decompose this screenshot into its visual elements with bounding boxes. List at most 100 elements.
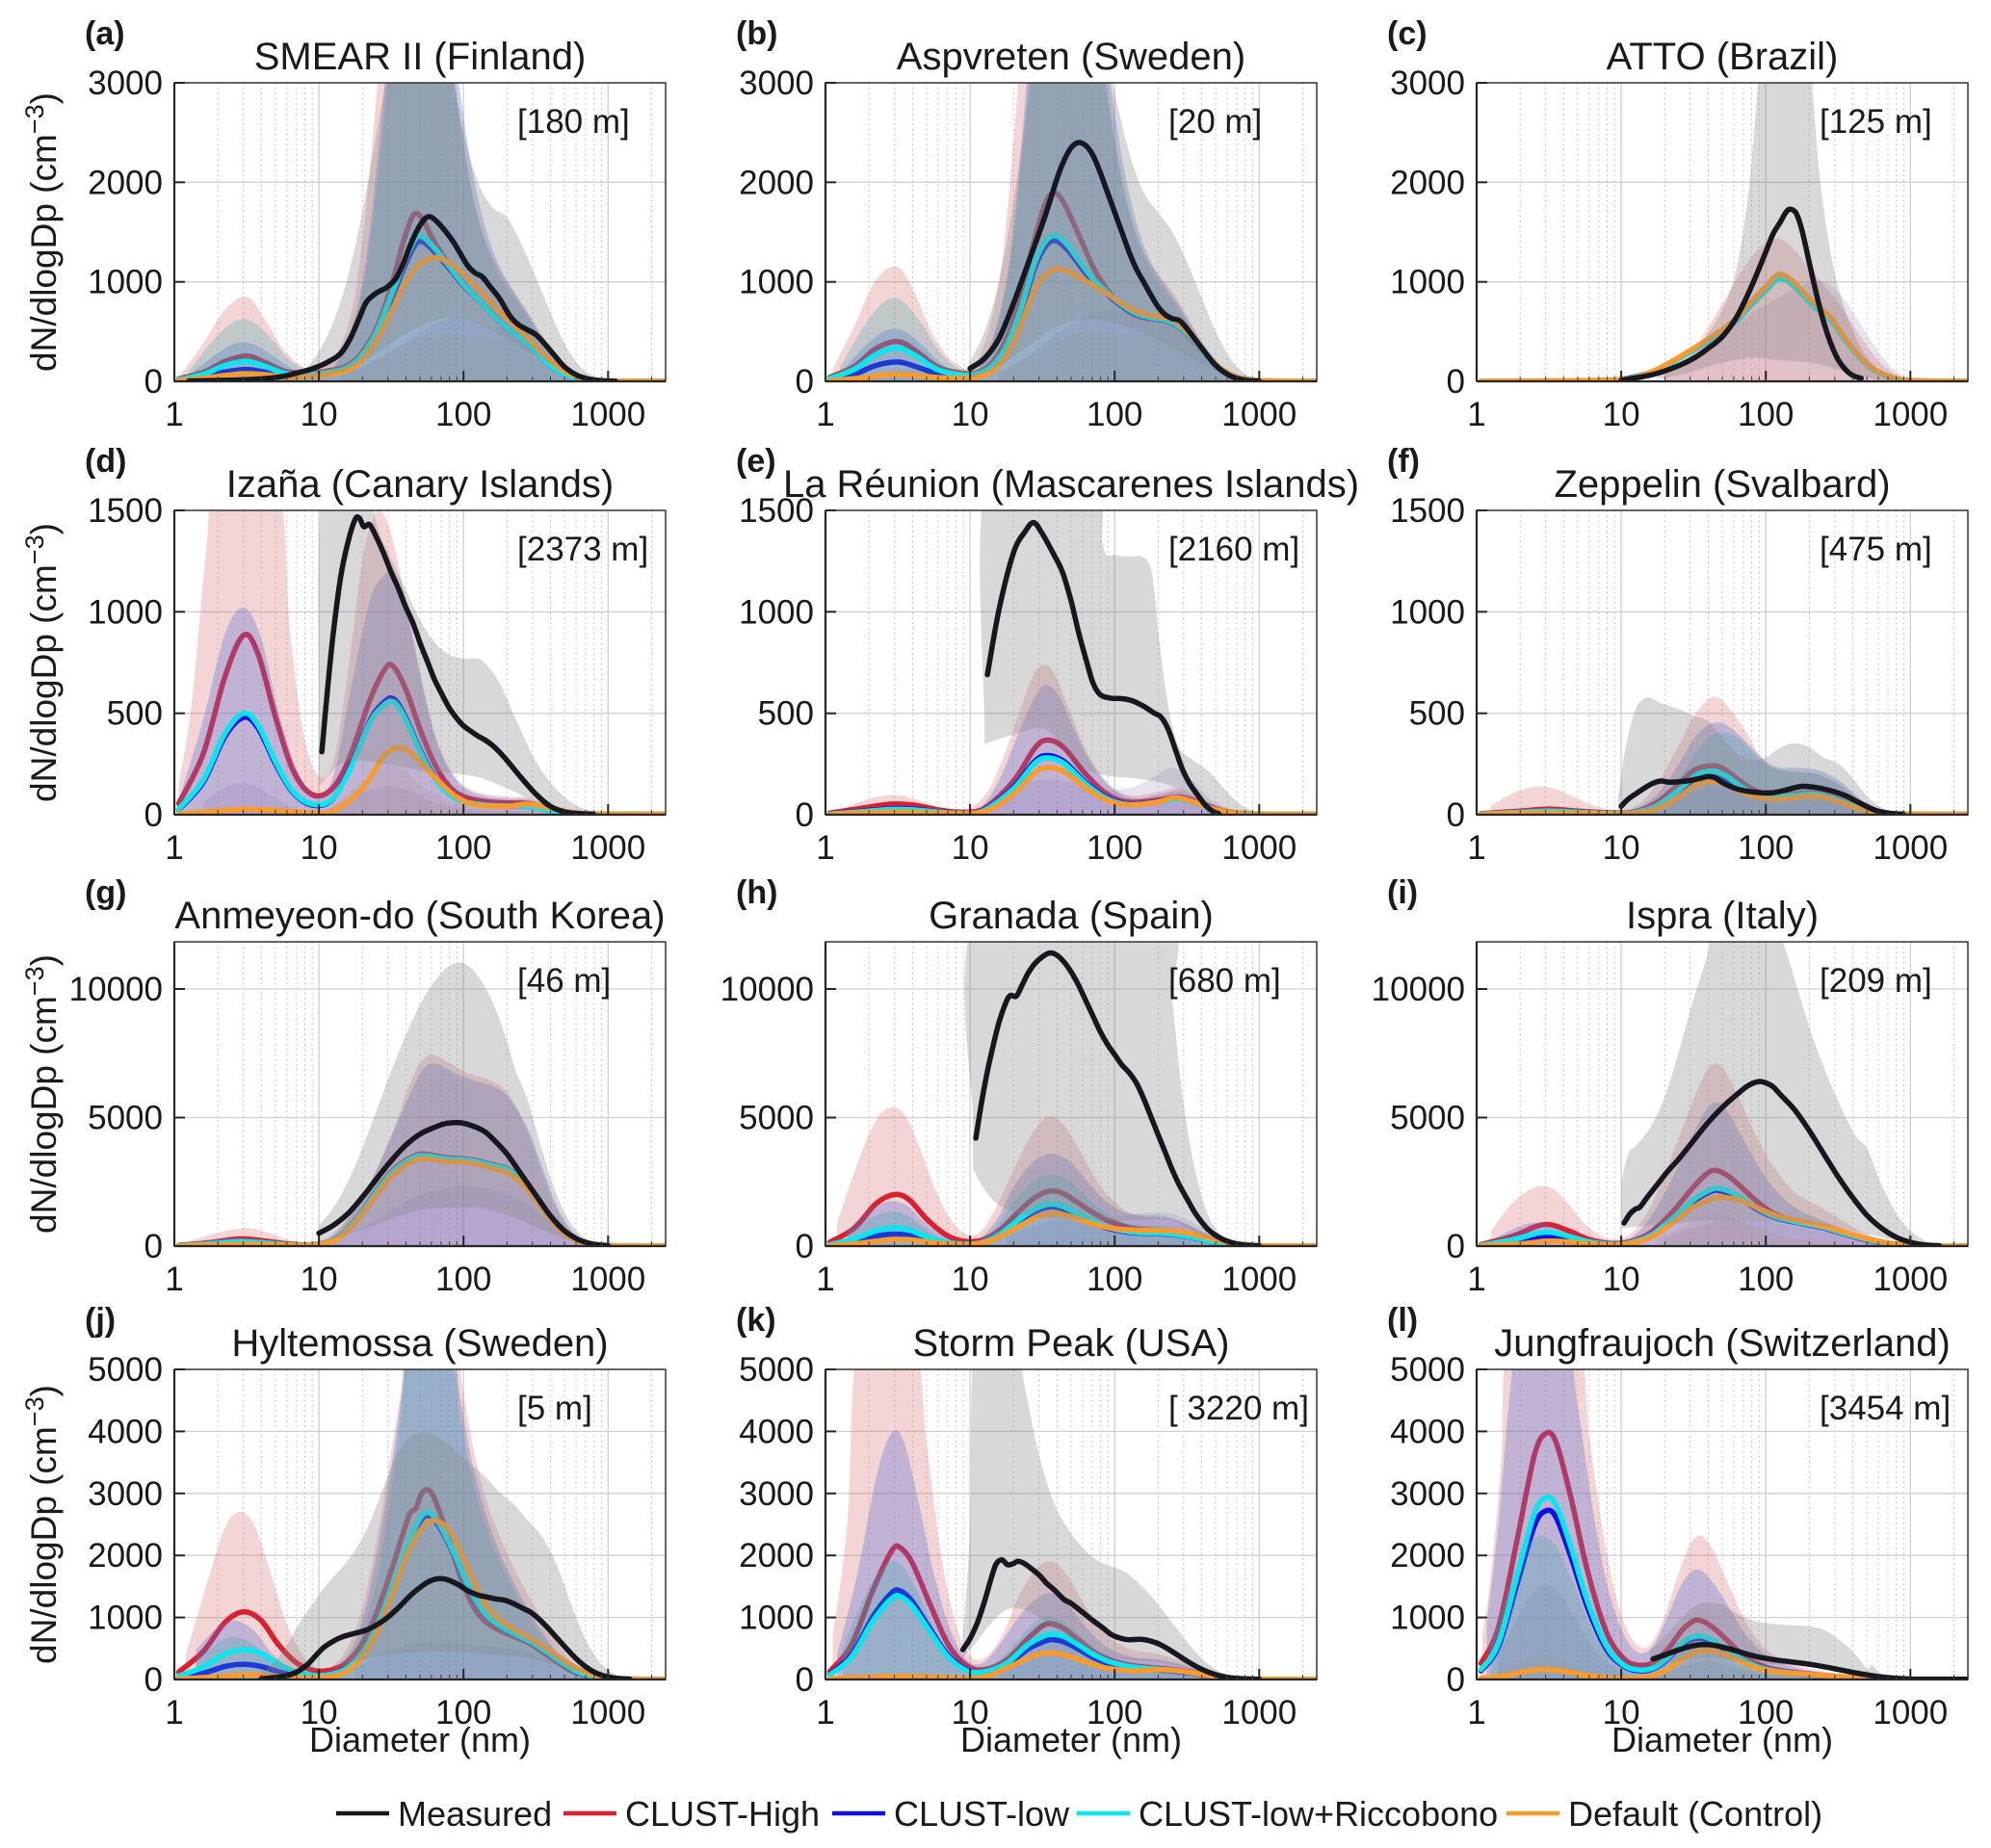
svg-text:1: 1 bbox=[1467, 1261, 1485, 1298]
svg-text:(a): (a) bbox=[85, 15, 125, 52]
svg-text:100: 100 bbox=[1087, 1694, 1142, 1731]
svg-text:10: 10 bbox=[1603, 1694, 1640, 1731]
svg-text:1500: 1500 bbox=[88, 492, 163, 530]
svg-text:100: 100 bbox=[435, 396, 491, 433]
svg-text:1000: 1000 bbox=[88, 593, 163, 631]
svg-text:1000: 1000 bbox=[88, 264, 163, 301]
svg-text:1500: 1500 bbox=[1390, 492, 1465, 530]
svg-text:2000: 2000 bbox=[1390, 1537, 1465, 1575]
svg-text:La Réunion (Mascarenes Islands: La Réunion (Mascarenes Islands) bbox=[783, 463, 1359, 506]
svg-text:1000: 1000 bbox=[1390, 1600, 1465, 1637]
svg-text:CLUST-High: CLUST-High bbox=[625, 1794, 820, 1834]
svg-text:100: 100 bbox=[1738, 829, 1794, 867]
svg-text:[20 m]: [20 m] bbox=[1168, 103, 1262, 141]
svg-text:SMEAR II (Finland): SMEAR II (Finland) bbox=[254, 36, 587, 78]
svg-text:1000: 1000 bbox=[88, 1600, 163, 1637]
svg-text:0: 0 bbox=[144, 1661, 163, 1699]
svg-text:[680 m]: [680 m] bbox=[1168, 962, 1281, 1000]
svg-text:4000: 4000 bbox=[739, 1413, 814, 1450]
svg-text:500: 500 bbox=[758, 695, 814, 733]
svg-text:(g): (g) bbox=[85, 874, 126, 911]
svg-text:4000: 4000 bbox=[1390, 1413, 1465, 1450]
svg-text:0: 0 bbox=[144, 363, 163, 401]
svg-text:1: 1 bbox=[1467, 396, 1485, 433]
svg-text:dN/dlogDp (cm−3): dN/dlogDp (cm−3) bbox=[20, 523, 64, 802]
svg-text:1500: 1500 bbox=[739, 492, 814, 530]
svg-text:dN/dlogDp (cm−3): dN/dlogDp (cm−3) bbox=[20, 92, 64, 372]
svg-text:100: 100 bbox=[1738, 1261, 1794, 1298]
svg-text:10: 10 bbox=[301, 1694, 338, 1731]
svg-text:[475 m]: [475 m] bbox=[1820, 531, 1932, 568]
svg-text:0: 0 bbox=[796, 363, 814, 401]
svg-text:4000: 4000 bbox=[88, 1413, 163, 1450]
svg-text:0: 0 bbox=[1447, 363, 1465, 401]
svg-text:1: 1 bbox=[816, 829, 834, 867]
svg-text:10: 10 bbox=[1603, 1261, 1640, 1298]
svg-text:5000: 5000 bbox=[88, 1100, 163, 1137]
svg-text:[209 m]: [209 m] bbox=[1820, 962, 1932, 1000]
svg-text:(e): (e) bbox=[736, 443, 776, 480]
svg-text:5000: 5000 bbox=[739, 1351, 814, 1389]
svg-text:10: 10 bbox=[1603, 396, 1640, 433]
svg-text:10: 10 bbox=[301, 1261, 338, 1298]
svg-text:5000: 5000 bbox=[88, 1351, 163, 1389]
svg-text:(j): (j) bbox=[85, 1302, 116, 1339]
svg-text:Izaña (Canary Islands): Izaña (Canary Islands) bbox=[226, 463, 614, 506]
svg-text:100: 100 bbox=[1087, 829, 1142, 867]
svg-text:1: 1 bbox=[816, 1694, 834, 1731]
svg-text:3000: 3000 bbox=[1390, 65, 1465, 102]
svg-text:3000: 3000 bbox=[88, 1475, 163, 1513]
svg-text:0: 0 bbox=[1447, 796, 1465, 834]
svg-text:5000: 5000 bbox=[1390, 1100, 1465, 1137]
svg-text:Zeppelin (Svalbard): Zeppelin (Svalbard) bbox=[1554, 463, 1890, 506]
svg-text:1: 1 bbox=[165, 829, 183, 867]
svg-text:[180 m]: [180 m] bbox=[517, 103, 630, 141]
svg-text:0: 0 bbox=[1447, 1228, 1465, 1265]
svg-text:10000: 10000 bbox=[1372, 971, 1465, 1008]
svg-text:0: 0 bbox=[144, 1228, 163, 1265]
svg-text:[46 m]: [46 m] bbox=[517, 962, 611, 1000]
svg-text:Jungfraujoch (Switzerland): Jungfraujoch (Switzerland) bbox=[1494, 1322, 1951, 1365]
svg-text:5000: 5000 bbox=[739, 1100, 814, 1137]
svg-text:1000: 1000 bbox=[739, 593, 814, 631]
svg-text:1000: 1000 bbox=[1873, 396, 1948, 433]
svg-text:10: 10 bbox=[301, 396, 338, 433]
svg-text:3000: 3000 bbox=[1390, 1475, 1465, 1513]
svg-text:1000: 1000 bbox=[1221, 1261, 1297, 1298]
svg-text:1: 1 bbox=[165, 1261, 183, 1298]
svg-text:0: 0 bbox=[144, 796, 163, 834]
svg-text:1: 1 bbox=[1467, 829, 1485, 867]
svg-text:ATTO (Brazil): ATTO (Brazil) bbox=[1607, 36, 1839, 78]
svg-text:10000: 10000 bbox=[69, 971, 163, 1008]
svg-text:1: 1 bbox=[165, 1694, 183, 1731]
svg-text:Hyltemossa (Sweden): Hyltemossa (Sweden) bbox=[231, 1322, 608, 1365]
svg-text:100: 100 bbox=[1087, 396, 1142, 433]
svg-text:[ 3220 m]: [ 3220 m] bbox=[1168, 1390, 1309, 1427]
svg-text:10: 10 bbox=[1603, 829, 1640, 867]
svg-text:[3454 m]: [3454 m] bbox=[1820, 1390, 1951, 1427]
svg-text:Diameter (nm): Diameter (nm) bbox=[1611, 1720, 1833, 1759]
svg-text:Default (Control): Default (Control) bbox=[1568, 1794, 1822, 1834]
svg-text:100: 100 bbox=[1087, 1261, 1142, 1298]
svg-text:(k): (k) bbox=[736, 1302, 776, 1339]
svg-text:Ispra (Italy): Ispra (Italy) bbox=[1626, 895, 1819, 937]
svg-text:2000: 2000 bbox=[88, 1537, 163, 1575]
svg-text:10: 10 bbox=[952, 829, 989, 867]
svg-text:1: 1 bbox=[165, 396, 183, 433]
svg-text:100: 100 bbox=[1738, 396, 1794, 433]
svg-text:1000: 1000 bbox=[1221, 396, 1297, 433]
svg-text:(i): (i) bbox=[1387, 874, 1418, 911]
svg-text:Measured: Measured bbox=[398, 1794, 552, 1834]
svg-text:1000: 1000 bbox=[1873, 1694, 1948, 1731]
svg-text:(d): (d) bbox=[85, 443, 126, 480]
svg-text:(f): (f) bbox=[1387, 443, 1420, 480]
svg-text:Storm Peak (USA): Storm Peak (USA) bbox=[913, 1322, 1230, 1365]
svg-text:dN/dlogDp (cm−3): dN/dlogDp (cm−3) bbox=[20, 1385, 64, 1664]
svg-text:Diameter (nm): Diameter (nm) bbox=[309, 1720, 531, 1759]
svg-text:1000: 1000 bbox=[739, 264, 814, 301]
svg-text:0: 0 bbox=[796, 796, 814, 834]
svg-text:0: 0 bbox=[796, 1661, 814, 1699]
svg-text:1: 1 bbox=[816, 396, 834, 433]
svg-text:[5 m]: [5 m] bbox=[517, 1390, 592, 1427]
svg-text:100: 100 bbox=[435, 829, 491, 867]
